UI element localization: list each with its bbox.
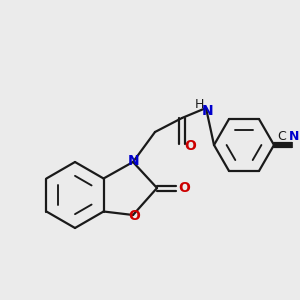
Text: O: O bbox=[178, 181, 190, 195]
Text: C: C bbox=[278, 130, 286, 142]
Text: O: O bbox=[184, 139, 196, 153]
Text: H: H bbox=[194, 98, 204, 112]
Text: N: N bbox=[128, 154, 140, 168]
Text: N: N bbox=[202, 104, 214, 118]
Text: N: N bbox=[289, 130, 299, 142]
Text: O: O bbox=[128, 209, 140, 223]
